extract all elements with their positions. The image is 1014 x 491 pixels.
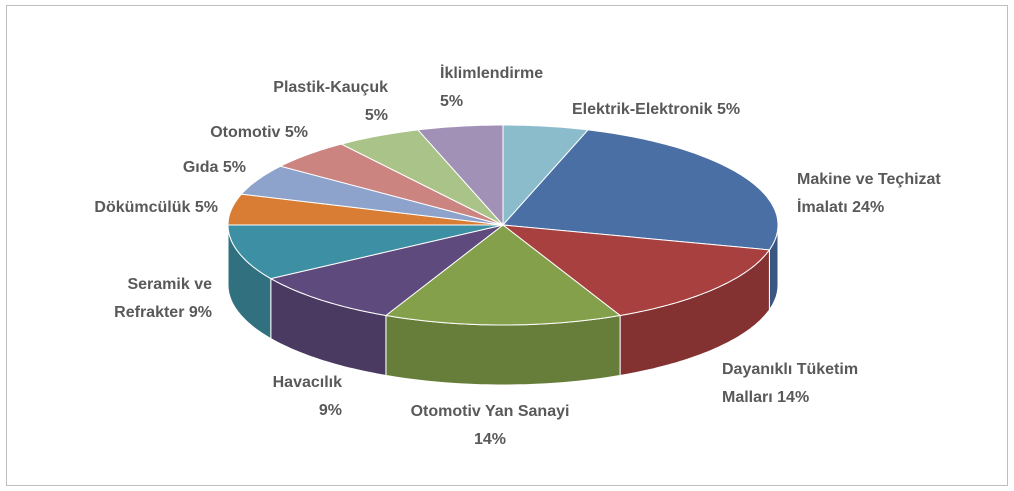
chart-border bbox=[6, 5, 1008, 486]
data-label: Seramik ve Refrakter 9% bbox=[82, 271, 212, 327]
data-label: Dayanıklı Tüketim Malları 14% bbox=[722, 356, 892, 412]
slice bbox=[269, 224, 504, 317]
data-label: İklimlendirme 5% bbox=[440, 60, 570, 116]
category-label: Otomotiv Yan Sanayi bbox=[410, 403, 570, 420]
category-label: Elektrik-Elektronik bbox=[572, 101, 713, 118]
value-label: 5% bbox=[364, 107, 388, 124]
data-label: Otomotiv 5% bbox=[210, 119, 308, 147]
slice bbox=[501, 129, 779, 251]
slice bbox=[339, 129, 504, 226]
category-label: Otomotiv bbox=[210, 124, 281, 141]
category-label: Dökümcülük bbox=[94, 199, 191, 216]
category-label: İklimlendirme bbox=[440, 65, 544, 82]
slice-side bbox=[385, 314, 621, 386]
slice bbox=[279, 143, 504, 226]
value-label: 5% bbox=[194, 199, 218, 216]
value-label: 5% bbox=[222, 159, 246, 176]
value-label: 14% bbox=[473, 431, 507, 448]
category-label: Seramik ve Refrakter bbox=[114, 276, 212, 321]
data-label: Plastik-Kauçuk 5% bbox=[248, 74, 388, 130]
value-label: 14% bbox=[777, 389, 810, 406]
category-label: Havacılık bbox=[272, 374, 342, 391]
data-label: Dökümcülük 5% bbox=[94, 194, 218, 222]
category-label: Dayanıklı Tüketim Malları bbox=[722, 361, 859, 406]
value-label: 24% bbox=[852, 199, 885, 216]
slice bbox=[227, 224, 504, 280]
data-label: Makine ve Teçhizat İmalatı 24% bbox=[797, 166, 972, 222]
data-label: Havacılık 9% bbox=[252, 369, 342, 425]
value-label: 9% bbox=[318, 402, 342, 419]
value-label: 5% bbox=[284, 124, 308, 141]
slice bbox=[502, 124, 590, 227]
slice bbox=[240, 165, 504, 226]
value-label: 5% bbox=[440, 93, 464, 110]
category-label: Makine ve Teçhizat İmalatı bbox=[797, 171, 941, 216]
value-label: 5% bbox=[716, 101, 741, 118]
data-label: Otomotiv Yan Sanayi 14% bbox=[400, 398, 580, 454]
data-label: Elektrik-Elektronik 5% bbox=[572, 96, 740, 124]
value-label: 9% bbox=[188, 304, 212, 321]
category-label: Gıda bbox=[182, 159, 219, 176]
data-label: Gıda 5% bbox=[183, 154, 246, 182]
slice bbox=[384, 224, 622, 326]
slice bbox=[416, 124, 504, 227]
category-label: Plastik-Kauçuk bbox=[273, 79, 388, 96]
slice bbox=[501, 224, 771, 317]
